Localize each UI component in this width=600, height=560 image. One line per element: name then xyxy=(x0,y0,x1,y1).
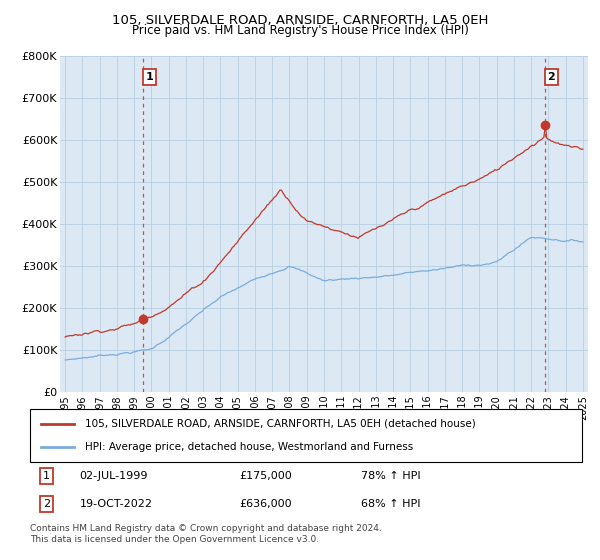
Text: £636,000: £636,000 xyxy=(240,499,292,509)
Text: 68% ↑ HPI: 68% ↑ HPI xyxy=(361,499,421,509)
FancyBboxPatch shape xyxy=(30,409,582,462)
Text: 02-JUL-1999: 02-JUL-1999 xyxy=(80,471,148,481)
Text: 2: 2 xyxy=(43,499,50,509)
Text: HPI: Average price, detached house, Westmorland and Furness: HPI: Average price, detached house, West… xyxy=(85,442,413,452)
Text: 19-OCT-2022: 19-OCT-2022 xyxy=(80,499,152,509)
Text: 1: 1 xyxy=(43,471,50,481)
Text: 105, SILVERDALE ROAD, ARNSIDE, CARNFORTH, LA5 0EH: 105, SILVERDALE ROAD, ARNSIDE, CARNFORTH… xyxy=(112,14,488,27)
Text: 105, SILVERDALE ROAD, ARNSIDE, CARNFORTH, LA5 0EH (detached house): 105, SILVERDALE ROAD, ARNSIDE, CARNFORTH… xyxy=(85,419,476,429)
Text: 2: 2 xyxy=(547,72,555,82)
Text: 1: 1 xyxy=(145,72,153,82)
Text: 78% ↑ HPI: 78% ↑ HPI xyxy=(361,471,421,481)
Text: This data is licensed under the Open Government Licence v3.0.: This data is licensed under the Open Gov… xyxy=(30,535,319,544)
Text: Contains HM Land Registry data © Crown copyright and database right 2024.: Contains HM Land Registry data © Crown c… xyxy=(30,524,382,533)
Text: Price paid vs. HM Land Registry's House Price Index (HPI): Price paid vs. HM Land Registry's House … xyxy=(131,24,469,37)
Text: £175,000: £175,000 xyxy=(240,471,293,481)
